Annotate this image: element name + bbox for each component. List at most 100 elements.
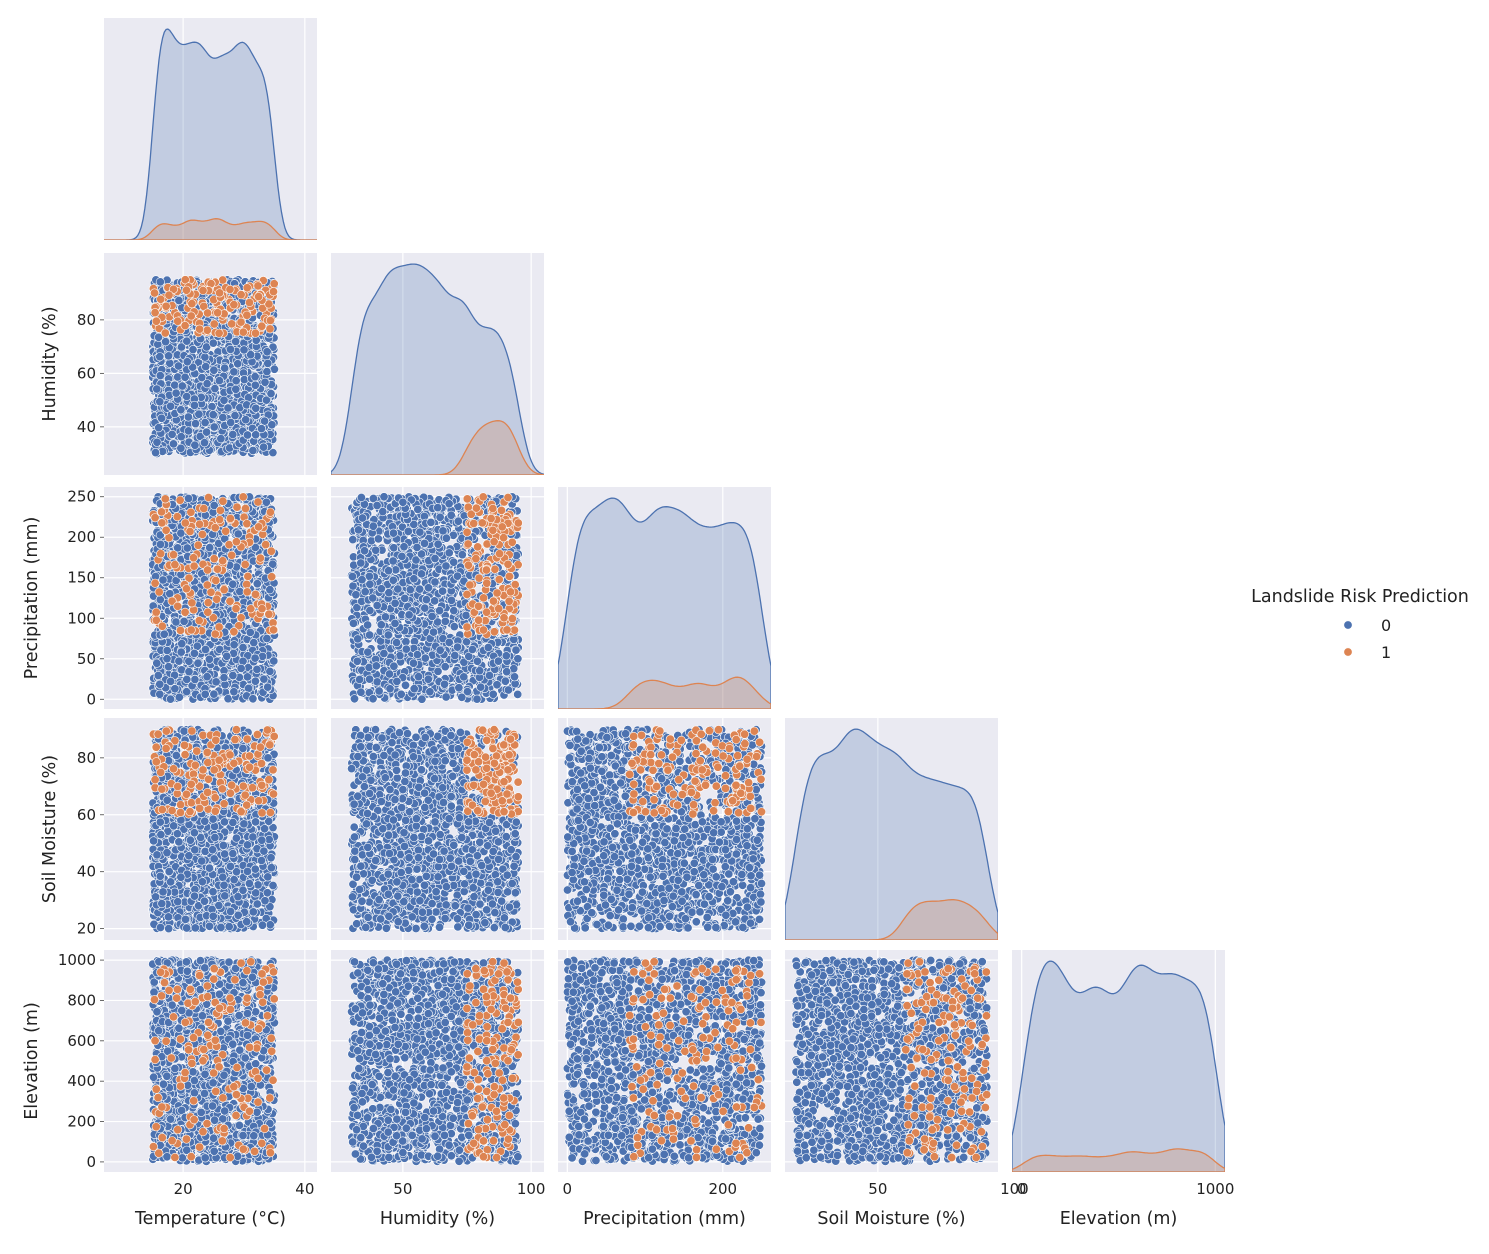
scatter-point-class-1 — [174, 317, 182, 325]
scatter-point-class-1 — [243, 580, 251, 588]
scatter-point-class-1 — [210, 555, 218, 563]
scatter-point-class-0 — [349, 535, 357, 543]
scatter-point-class-1 — [256, 554, 264, 562]
scatter-point-class-0 — [250, 638, 258, 646]
scatter-point-class-0 — [209, 411, 217, 419]
scatter-point-class-0 — [380, 493, 388, 501]
scatter-point-class-0 — [183, 392, 191, 400]
scatter-point-class-0 — [473, 695, 481, 703]
y-tick-label: 200 — [67, 528, 96, 546]
scatter-point-class-0 — [166, 359, 174, 367]
scatter-point-class-0 — [210, 690, 218, 698]
scatter-point-class-0 — [223, 652, 231, 660]
scatter-point-class-0 — [510, 673, 518, 681]
scatter-point-class-1 — [219, 557, 227, 565]
y-axis-label: Precipitation (mm) — [22, 517, 42, 680]
scatter-point-class-1 — [215, 623, 223, 631]
scatter-point-class-0 — [156, 680, 164, 688]
scatter-point-class-1 — [152, 616, 160, 624]
scatter-point-class-0 — [229, 671, 237, 679]
scatter-point-class-1 — [216, 506, 224, 514]
scatter-point-class-0 — [184, 427, 192, 435]
scatter-point-class-0 — [156, 398, 164, 406]
scatter-point-class-1 — [199, 286, 207, 294]
scatter-point-class-1 — [243, 588, 251, 596]
scatter-point-class-0 — [251, 654, 259, 662]
scatter-point-class-0 — [208, 402, 216, 410]
scatter-point-class-1 — [189, 554, 197, 562]
scatter-point-class-0 — [168, 430, 176, 438]
scatter-point-class-1 — [151, 308, 159, 316]
scatter-point-class-1 — [195, 520, 203, 528]
scatter-point-class-1 — [237, 291, 245, 299]
panel-marks — [347, 493, 522, 704]
scatter-point-class-1 — [269, 626, 277, 634]
scatter-point-class-0 — [177, 406, 185, 414]
scatter-point-class-0 — [263, 367, 271, 375]
scatter-point-class-0 — [189, 345, 197, 353]
scatter-point-class-0 — [191, 675, 199, 683]
scatter-point-class-0 — [191, 419, 199, 427]
scatter-point-class-1 — [173, 513, 181, 521]
scatter-point-class-0 — [156, 690, 164, 698]
scatter-point-class-0 — [178, 640, 186, 648]
scatter-point-class-0 — [418, 695, 426, 703]
scatter-point-class-0 — [190, 401, 198, 409]
scatter-point-class-0 — [363, 621, 371, 629]
scatter-point-class-0 — [177, 444, 185, 452]
scatter-point-class-1 — [245, 298, 253, 306]
scatter-point-class-1 — [210, 320, 218, 328]
scatter-point-class-1 — [239, 493, 247, 501]
scatter-point-class-0 — [156, 353, 164, 361]
scatter-point-class-1 — [171, 561, 179, 569]
scatter-point-class-0 — [212, 678, 220, 686]
scatter-point-class-0 — [181, 373, 189, 381]
scatter-point-class-0 — [156, 595, 164, 603]
scatter-point-class-1 — [176, 626, 184, 634]
scatter-point-class-0 — [191, 441, 199, 449]
scatter-point-class-0 — [203, 673, 211, 681]
scatter-point-class-0 — [210, 366, 218, 374]
scatter-point-class-0 — [183, 544, 191, 552]
scatter-point-class-0 — [224, 695, 232, 703]
scatter-point-class-1 — [190, 562, 198, 570]
scatter-point-class-1 — [254, 292, 262, 300]
scatter-point-class-0 — [210, 423, 218, 431]
scatter-point-class-1 — [258, 322, 266, 330]
scatter-point-class-0 — [249, 695, 257, 703]
scatter-point-class-0 — [194, 659, 202, 667]
scatter-point-class-0 — [266, 586, 274, 594]
scatter-point-class-0 — [153, 659, 161, 667]
scatter-point-class-0 — [380, 649, 388, 657]
scatter-point-class-1 — [188, 599, 196, 607]
scatter-point-class-1 — [226, 514, 234, 522]
scatter-point-class-0 — [209, 339, 217, 347]
scatter-point-class-1 — [244, 572, 252, 580]
scatter-point-class-0 — [177, 433, 185, 441]
scatter-point-class-0 — [224, 404, 232, 412]
scatter-point-class-0 — [201, 690, 209, 698]
scatter-point-class-0 — [180, 617, 188, 625]
scatter-point-class-0 — [154, 671, 162, 679]
scatter-point-class-0 — [178, 666, 186, 674]
scatter-point-class-0 — [175, 657, 183, 665]
scatter-point-class-0 — [177, 648, 185, 656]
scatter-point-class-1 — [169, 551, 177, 559]
scatter-point-class-1 — [203, 309, 211, 317]
scatter-point-class-0 — [445, 638, 453, 646]
y-tick-label: 60 — [77, 364, 96, 382]
scatter-point-class-1 — [266, 316, 274, 324]
scatter-point-class-1 — [152, 608, 160, 616]
scatter-point-class-0 — [244, 684, 252, 692]
scatter-point-class-1 — [228, 551, 236, 559]
scatter-point-class-0 — [390, 662, 398, 670]
scatter-point-class-1 — [161, 329, 169, 337]
scatter-point-class-0 — [229, 580, 237, 588]
scatter-point-class-0 — [259, 443, 267, 451]
scatter-point-class-0 — [161, 338, 169, 346]
scatter-point-class-1 — [187, 312, 195, 320]
y-tick-label: 100 — [67, 609, 96, 627]
scatter-point-class-0 — [262, 498, 270, 506]
